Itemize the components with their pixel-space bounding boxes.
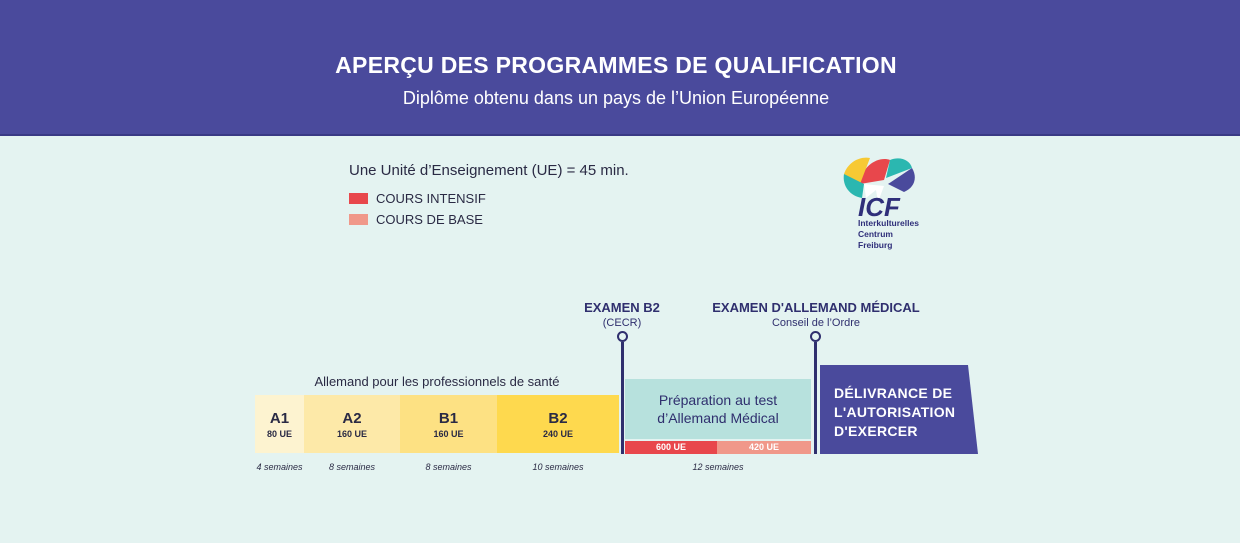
exam-medical-subtitle: Conseil de l’Ordre	[771, 317, 861, 329]
level-duration: 8 semaines	[425, 462, 472, 472]
level-ue: 160 UE	[336, 429, 368, 439]
preparation-line: Préparation au test	[658, 392, 778, 408]
logo-line: Interkulturelles	[858, 218, 919, 228]
level-name: A2	[342, 410, 362, 427]
page-subtitle: Diplôme obtenu dans un pays de l’Union E…	[402, 88, 830, 108]
legend-label-intensive: COURS INTENSIF	[376, 191, 486, 206]
exam-medical-title: EXAMEN D'ALLEMAND MÉDICAL	[712, 300, 920, 315]
level-name: A1	[269, 410, 290, 427]
preparation-box: Préparation au test d’Allemand Médical	[625, 379, 811, 439]
level-a1: A1 80 UE	[255, 395, 304, 453]
level-ue: 80 UE	[266, 429, 292, 439]
icf-logo-icon: ICF	[843, 157, 915, 222]
unit-note: Une Unité d’Enseignement (UE) = 45 min.	[349, 162, 629, 179]
preparation-line: d’Allemand Médical	[657, 410, 779, 426]
delivery-line: L'AUTORISATION	[834, 404, 956, 420]
logo-line: Freiburg	[858, 240, 893, 250]
logo-line: Centrum	[858, 229, 893, 239]
legend-label-base: COURS DE BASE	[376, 212, 483, 227]
exam-b2-line	[621, 342, 624, 454]
page-title: APERÇU DES PROGRAMMES DE QUALIFICATION	[335, 52, 897, 78]
delivery-line: D'EXERCER	[834, 423, 918, 439]
level-name: B1	[438, 410, 459, 427]
preparation-base-bar: 420 UE	[717, 441, 811, 454]
level-duration: 4 semaines	[256, 462, 303, 472]
legend-item-intensive: COURS INTENSIF	[349, 191, 486, 206]
legend-swatch-base	[349, 214, 368, 225]
level-duration: 10 semaines	[532, 462, 584, 472]
exam-b2-title: EXAMEN B2	[584, 300, 660, 315]
exam-b2-marker	[617, 331, 628, 342]
delivery-banner	[820, 365, 978, 454]
delivery-text: DÉLIVRANCE DE L'AUTORISATION D'EXERCER	[834, 384, 955, 441]
preparation-intensive-bar: 600 UE	[625, 441, 717, 454]
level-duration: 8 semaines	[328, 462, 376, 472]
logo-wordmark: ICF	[858, 192, 901, 222]
exam-b2-subtitle: (CECR)	[602, 317, 642, 329]
delivery-line: DÉLIVRANCE DE	[834, 385, 953, 401]
level-a2: A2 160 UE	[304, 395, 400, 453]
exam-medical-marker	[810, 331, 821, 342]
level-ue: 240 UE	[542, 429, 574, 439]
level-name: B2	[548, 410, 568, 427]
preparation-duration: 12 semaines	[692, 462, 744, 472]
legend-swatch-intensive	[349, 193, 368, 204]
header-banner: APERÇU DES PROGRAMMES DE QUALIFICATION D…	[0, 0, 1240, 136]
level-b2: B2 240 UE	[497, 395, 619, 453]
logo-caption: Interkulturelles Centrum Freiburg	[858, 218, 919, 251]
level-b1: B1 160 UE	[400, 395, 497, 453]
level-ue: 160 UE	[433, 429, 464, 439]
exam-medical-line	[814, 342, 817, 454]
german-course-label: Allemand pour les professionnels de sant…	[314, 374, 560, 389]
legend-item-base: COURS DE BASE	[349, 212, 483, 227]
